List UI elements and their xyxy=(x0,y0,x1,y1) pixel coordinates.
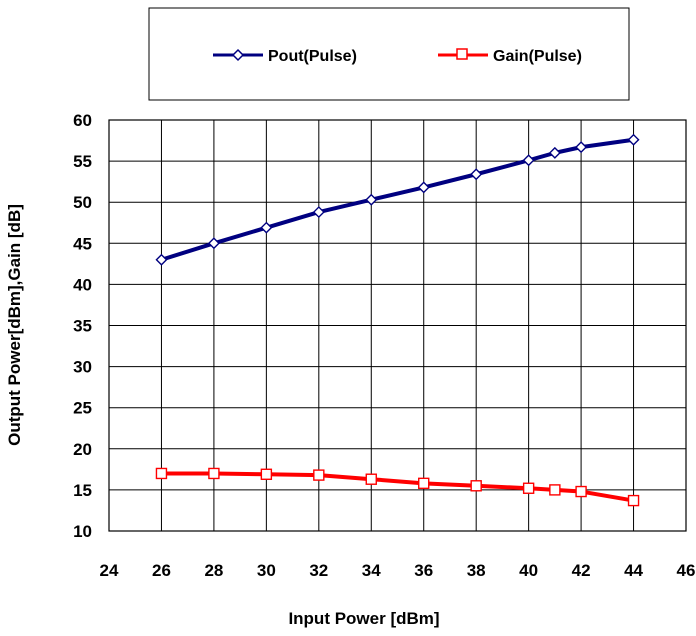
data-point-gain xyxy=(575,485,587,498)
legend-entry-pout: Pout(Pulse) xyxy=(213,48,357,65)
data-point-gain xyxy=(313,469,325,481)
data-point-gain xyxy=(627,494,640,507)
x-tick-label: 32 xyxy=(309,561,328,580)
x-tick-label: 44 xyxy=(624,561,643,580)
y-tick-label: 20 xyxy=(73,440,92,459)
y-tick-label: 35 xyxy=(73,317,92,336)
y-tick-label: 10 xyxy=(73,522,92,541)
data-point-pout xyxy=(575,141,588,154)
data-point-pout xyxy=(312,206,325,219)
legend-marker-pout xyxy=(231,48,245,62)
x-tick-label: 30 xyxy=(257,561,276,580)
legend-entry-gain: Gain(Pulse) xyxy=(438,48,582,65)
x-tick-label: 34 xyxy=(362,561,381,580)
data-point-gain xyxy=(260,468,273,480)
data-point-pout xyxy=(155,253,168,266)
y-tick-label: 45 xyxy=(73,234,92,253)
series-layer xyxy=(155,133,640,507)
y-axis-title: Output Power[dBm],Gain [dB] xyxy=(5,204,24,446)
grid xyxy=(109,120,686,531)
x-tick-labels: 24 26 28 30 32 34 36 38 40 42 44 46 xyxy=(100,561,696,580)
data-point-pout xyxy=(207,237,220,250)
y-tick-label: 60 xyxy=(73,111,92,130)
x-tick-label: 46 xyxy=(677,561,696,580)
x-tick-label: 26 xyxy=(152,561,171,580)
data-point-gain xyxy=(365,473,377,485)
data-point-pout xyxy=(365,193,378,206)
data-point-pout xyxy=(260,221,273,234)
legend-label-gain: Gain(Pulse) xyxy=(493,48,582,65)
data-point-gain xyxy=(549,484,561,496)
x-tick-label: 24 xyxy=(100,561,119,580)
y-tick-label: 25 xyxy=(73,399,92,418)
y-tick-label: 50 xyxy=(73,193,92,212)
data-point-gain xyxy=(155,467,168,480)
data-point-pout xyxy=(470,168,483,181)
x-tick-label: 36 xyxy=(414,561,433,580)
x-axis-title: Input Power [dBm] xyxy=(288,609,439,628)
data-point-pout xyxy=(548,146,561,159)
data-point-pout xyxy=(627,133,640,146)
data-point-gain xyxy=(470,480,482,492)
x-tick-label: 28 xyxy=(204,561,223,580)
x-tick-label: 42 xyxy=(572,561,591,580)
data-point-gain xyxy=(522,482,535,494)
data-point-pout xyxy=(417,181,430,194)
legend: Pout(Pulse) Gain(Pulse) xyxy=(148,7,630,101)
legend-label-pout: Pout(Pulse) xyxy=(268,48,357,65)
y-tick-label: 55 xyxy=(73,152,92,171)
x-tick-label: 40 xyxy=(519,561,538,580)
y-tick-label: 15 xyxy=(73,481,92,500)
data-point-gain xyxy=(418,477,430,490)
data-point-gain xyxy=(208,467,220,480)
legend-marker-gain xyxy=(456,48,468,60)
y-tick-label: 40 xyxy=(73,275,92,294)
y-tick-label: 30 xyxy=(73,358,92,377)
data-point-pout xyxy=(522,154,535,167)
x-tick-label: 38 xyxy=(467,561,486,580)
y-tick-labels: 10 15 20 25 30 35 40 45 50 55 60 xyxy=(73,111,92,541)
